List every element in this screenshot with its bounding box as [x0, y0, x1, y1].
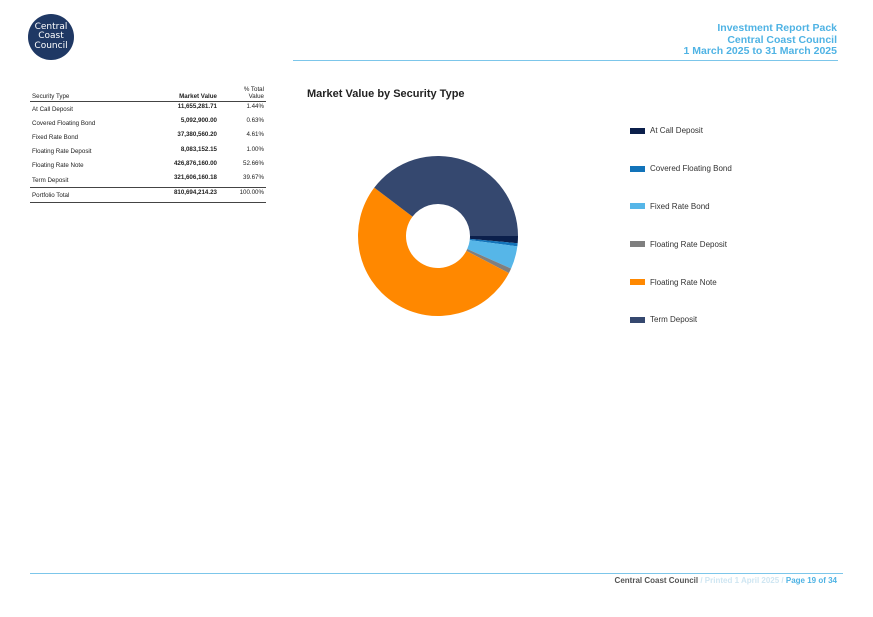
legend-label: Term Deposit	[650, 315, 698, 325]
footer-page-number: Page 19 of 34	[785, 576, 837, 585]
header-market-value: Market Value	[179, 93, 217, 100]
table-row: At Call Deposit 11,655,281.71 1.44%	[30, 102, 266, 117]
row-market-value: 37,380,560.20	[177, 131, 217, 139]
logo-line-2: Coast	[38, 31, 64, 42]
row-pct-total: 4.61%	[246, 131, 264, 139]
legend-swatch	[630, 241, 645, 248]
legend-label: Floating Rate Note	[650, 277, 717, 287]
legend-item: Floating Rate Deposit	[630, 225, 732, 263]
row-pct-total: 52.66%	[243, 159, 264, 167]
report-header-period: 1 March 2025 to 31 March 2025	[683, 45, 837, 57]
header-pct-line-1: % Total	[243, 86, 264, 93]
legend-swatch	[630, 203, 645, 210]
table-total-row: Portfolio Total 810,694,214.23 100.00%	[30, 187, 266, 203]
header-divider	[293, 60, 838, 61]
legend-item: Covered Floating Bond	[630, 150, 732, 188]
row-market-value: 8,083,152.15	[180, 145, 217, 153]
page-footer: Central Coast Council / Printed 1 April …	[615, 576, 837, 585]
donut-slice-at-call-deposit	[469, 236, 518, 244]
donut-slice-fixed-rate-bond	[467, 240, 518, 269]
table-row: Floating Rate Deposit 8,083,152.15 1.00%	[30, 145, 266, 159]
table-row: Covered Floating Bond 5,092,900.00 0.63%	[30, 116, 266, 130]
legend-swatch	[630, 316, 645, 323]
row-security-type: Term Deposit	[32, 176, 69, 184]
donut-chart	[358, 156, 518, 316]
row-market-value: 426,876,160.00	[173, 159, 217, 167]
row-security-type: Floating Rate Deposit	[32, 148, 92, 156]
table-row: Term Deposit 321,606,160.18 39.67%	[30, 173, 266, 188]
council-logo: Central Coast Council	[28, 14, 74, 60]
legend-item: At Call Deposit	[630, 112, 732, 150]
legend-label: At Call Deposit	[650, 126, 703, 136]
table-row: Floating Rate Note 426,876,160.00 52.66%	[30, 159, 266, 173]
report-header: Investment Report Pack Central Coast Cou…	[683, 22, 837, 58]
chart-legend: At Call Deposit Covered Floating Bond Fi…	[630, 112, 732, 339]
legend-label: Covered Floating Bond	[650, 164, 732, 174]
legend-item: Fixed Rate Bond	[630, 188, 732, 226]
donut-slice-floating-rate-deposit	[466, 249, 512, 274]
total-pct: 100.00%	[239, 189, 264, 197]
logo-line-1: Central	[34, 21, 68, 32]
legend-item: Term Deposit	[630, 301, 732, 339]
row-security-type: Floating Rate Note	[32, 162, 84, 170]
footer-org: Central Coast Council	[614, 576, 699, 585]
row-security-type: Covered Floating Bond	[32, 119, 96, 127]
footer-printed: / Printed 1 April 2025 /	[698, 576, 786, 585]
legend-item: Floating Rate Note	[630, 263, 732, 301]
total-market-value: 810,694,214.23	[173, 189, 217, 197]
donut-slice-floating-rate-note	[358, 187, 509, 316]
legend-swatch	[630, 127, 645, 134]
legend-swatch	[630, 165, 645, 172]
header-pct-line-2: Value	[248, 93, 264, 100]
row-market-value: 11,655,281.71	[177, 103, 217, 110]
row-pct-total: 39.67%	[243, 173, 264, 181]
security-type-table: Security Type Market Value % Total Value…	[30, 86, 266, 203]
donut-slice-term-deposit	[374, 156, 518, 236]
footer-divider	[30, 573, 843, 574]
chart-title: Market Value by Security Type	[307, 88, 465, 100]
row-pct-total: 1.44%	[246, 103, 264, 110]
row-security-type: Fixed Rate Bond	[32, 133, 79, 141]
header-security-type: Security Type	[32, 93, 70, 100]
row-pct-total: 1.00%	[246, 145, 264, 153]
legend-label: Floating Rate Deposit	[650, 239, 727, 249]
table-row: Fixed Rate Bond 37,380,560.20 4.61%	[30, 130, 266, 144]
row-security-type: At Call Deposit	[32, 105, 73, 113]
legend-label: Fixed Rate Bond	[650, 201, 710, 211]
report-header-title: Investment Report Pack	[717, 22, 837, 34]
row-market-value: 5,092,900.00	[180, 117, 217, 125]
total-label: Portfolio Total	[32, 191, 70, 199]
donut-slice-covered-floating-bond	[469, 238, 518, 247]
row-market-value: 321,606,160.18	[173, 173, 217, 181]
logo-line-3: Council	[34, 40, 68, 51]
header-pct-total: % Total Value	[219, 86, 266, 102]
legend-swatch	[630, 279, 645, 286]
table-header-row: Security Type Market Value % Total Value	[30, 86, 266, 102]
row-pct-total: 0.63%	[246, 117, 264, 125]
report-header-org: Central Coast Council	[727, 33, 837, 46]
